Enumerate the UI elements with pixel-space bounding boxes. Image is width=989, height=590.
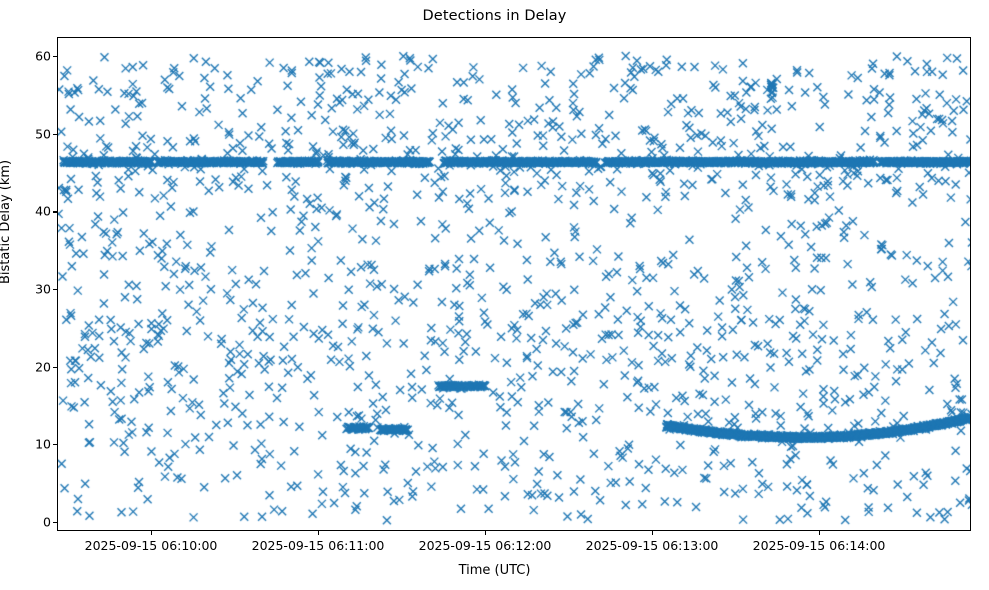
x-tick-label: 2025-09-15 06:13:00 [585,538,719,553]
y-tick-label: 20 [35,359,51,375]
y-tick-mark [53,366,57,368]
x-axis-label: Time (UTC) [458,563,531,578]
y-tick-mark [53,211,57,213]
y-tick-mark [53,133,57,135]
x-tick-label: 2025-09-15 06:14:00 [752,538,886,553]
y-tick-label: 50 [35,126,51,142]
y-tick-label: 0 [43,514,51,530]
x-tick-mark [151,531,153,535]
y-tick-label: 30 [35,281,51,297]
x-tick-mark [485,531,487,535]
x-tick-label: 2025-09-15 06:10:00 [84,538,218,553]
y-tick-mark [53,56,57,58]
y-tick-label: 10 [35,436,51,452]
y-tick-label: 40 [35,203,51,219]
x-tick-label: 2025-09-15 06:12:00 [418,538,552,553]
y-tick-mark [53,521,57,523]
y-axis-tick-labels: 0 10 20 30 40 50 60 [0,0,51,590]
plot-area [57,37,971,531]
x-tick-mark [819,531,821,535]
scatter-plot-canvas [58,38,970,530]
x-tick-mark [652,531,654,535]
y-tick-label: 60 [35,48,51,64]
x-tick-label: 2025-09-15 06:11:00 [251,538,385,553]
y-tick-mark [53,289,57,291]
x-tick-mark [318,531,320,535]
y-tick-mark [53,444,57,446]
chart-title: Detections in Delay [422,8,567,24]
